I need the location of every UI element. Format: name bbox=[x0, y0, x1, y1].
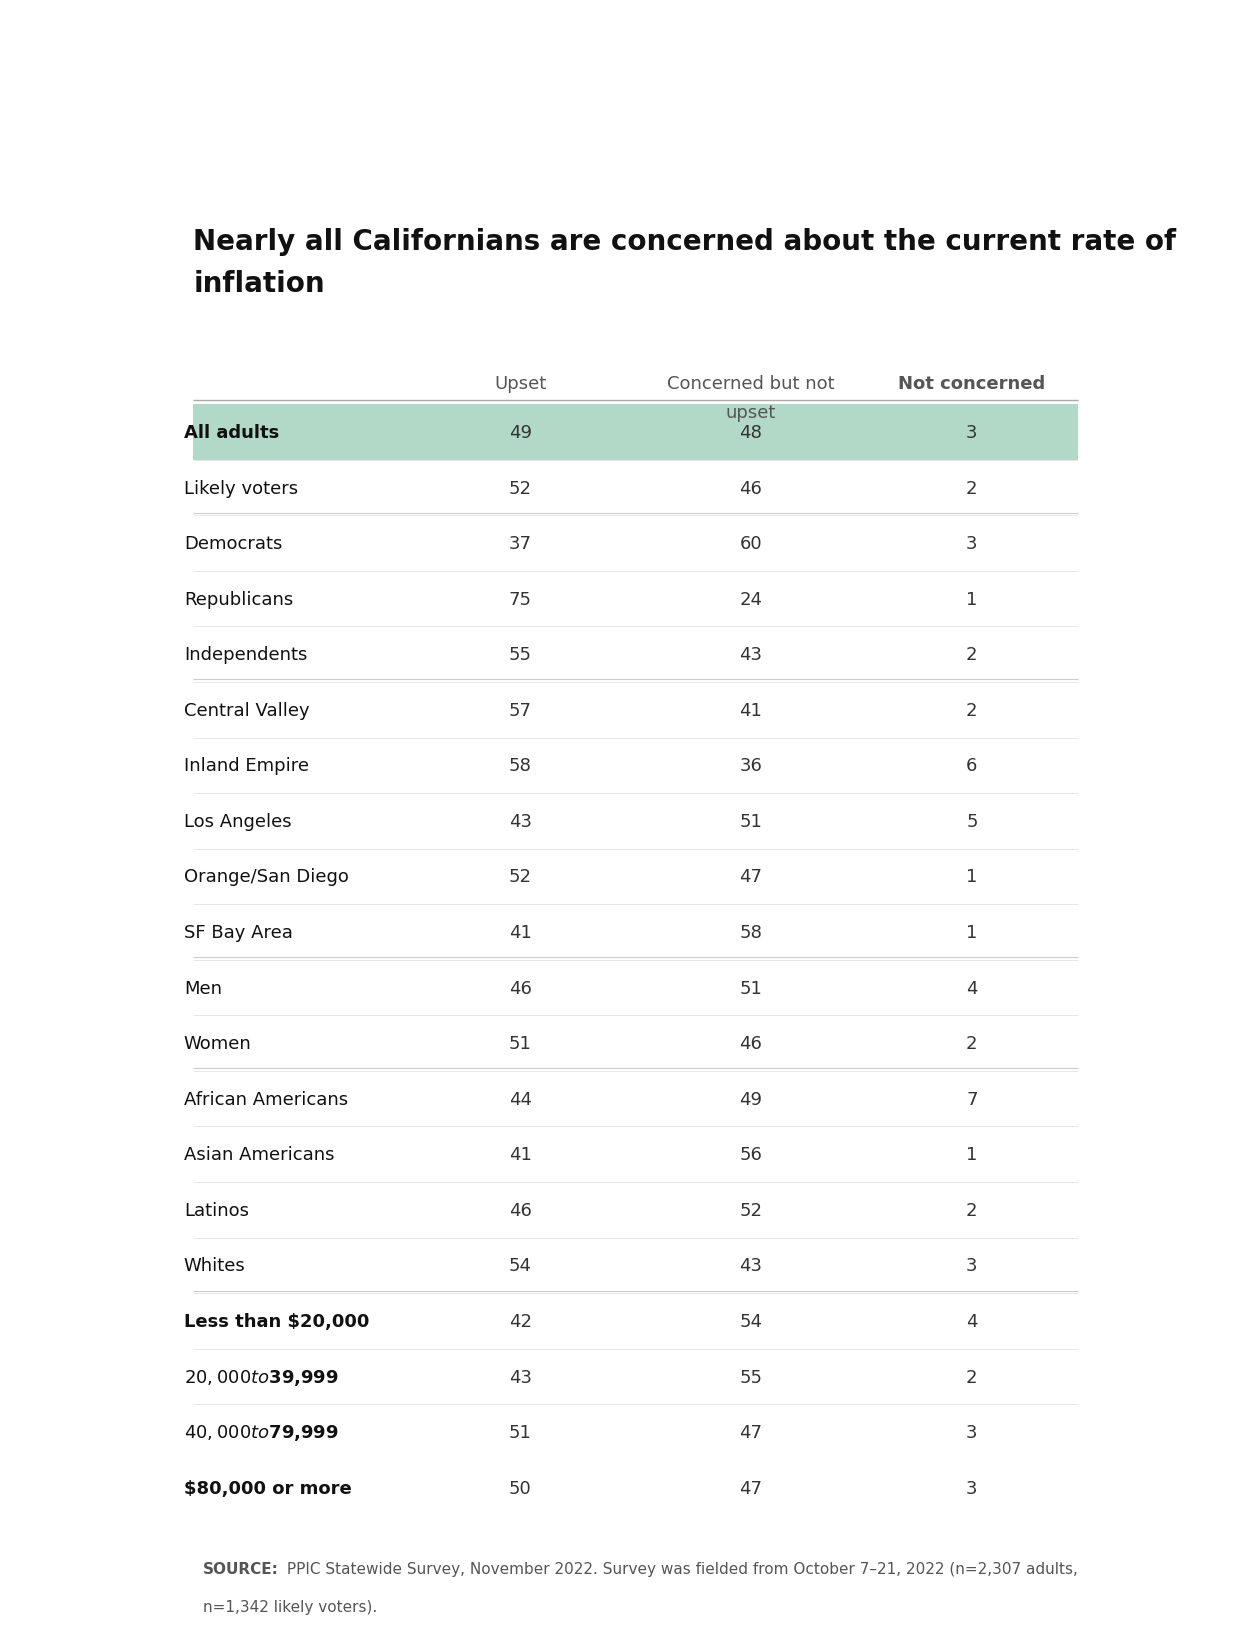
Text: 52: 52 bbox=[508, 869, 532, 887]
Text: Los Angeles: Los Angeles bbox=[184, 813, 291, 831]
Text: Concerned but not: Concerned but not bbox=[667, 374, 835, 392]
Text: 44: 44 bbox=[508, 1090, 532, 1108]
Bar bbox=[193, 1539, 1078, 1639]
Text: 3: 3 bbox=[966, 1478, 977, 1496]
Text: 1: 1 bbox=[966, 1146, 977, 1164]
Text: Independents: Independents bbox=[184, 646, 308, 664]
Text: African Americans: African Americans bbox=[184, 1090, 348, 1108]
Text: 51: 51 bbox=[508, 1423, 532, 1441]
Text: Whites: Whites bbox=[184, 1257, 246, 1275]
Text: 47: 47 bbox=[739, 1478, 763, 1496]
Text: 46: 46 bbox=[508, 978, 532, 997]
Text: 58: 58 bbox=[508, 757, 532, 775]
Text: Men: Men bbox=[184, 978, 222, 997]
Text: Central Valley: Central Valley bbox=[184, 701, 310, 720]
Text: SF Bay Area: SF Bay Area bbox=[184, 923, 293, 941]
Text: 51: 51 bbox=[508, 1034, 532, 1052]
Text: 3: 3 bbox=[966, 1257, 977, 1275]
Text: Nearly all Californians are concerned about the current rate of: Nearly all Californians are concerned ab… bbox=[193, 228, 1177, 256]
Text: 52: 52 bbox=[508, 479, 532, 497]
Text: 43: 43 bbox=[508, 813, 532, 831]
Text: 56: 56 bbox=[739, 1146, 763, 1164]
Text: Asian Americans: Asian Americans bbox=[184, 1146, 335, 1164]
Text: 42: 42 bbox=[508, 1313, 532, 1331]
Text: 2: 2 bbox=[966, 1201, 977, 1219]
Text: 3: 3 bbox=[966, 534, 977, 552]
Text: 2: 2 bbox=[966, 1034, 977, 1052]
Text: 7: 7 bbox=[966, 1090, 977, 1108]
Text: Latinos: Latinos bbox=[184, 1201, 249, 1219]
Text: 5: 5 bbox=[966, 813, 977, 831]
Text: 55: 55 bbox=[739, 1367, 763, 1385]
Text: 46: 46 bbox=[508, 1201, 532, 1219]
Text: 47: 47 bbox=[739, 1423, 763, 1441]
Text: 1: 1 bbox=[966, 590, 977, 608]
Text: 49: 49 bbox=[508, 425, 532, 441]
Text: Inland Empire: Inland Empire bbox=[184, 757, 309, 775]
Bar bbox=[193, 405, 1078, 461]
Text: 50: 50 bbox=[508, 1478, 532, 1496]
Text: Democrats: Democrats bbox=[184, 534, 283, 552]
Text: 1: 1 bbox=[966, 923, 977, 941]
Text: Less than $20,000: Less than $20,000 bbox=[184, 1313, 370, 1331]
Text: 6: 6 bbox=[966, 757, 977, 775]
Text: 3: 3 bbox=[966, 1423, 977, 1441]
Text: 54: 54 bbox=[739, 1313, 763, 1331]
Text: 51: 51 bbox=[739, 978, 763, 997]
Text: 41: 41 bbox=[508, 1146, 532, 1164]
Text: Upset: Upset bbox=[494, 374, 547, 392]
Text: $20,000 to $39,999: $20,000 to $39,999 bbox=[184, 1367, 339, 1387]
Text: Women: Women bbox=[184, 1034, 252, 1052]
Text: 47: 47 bbox=[739, 869, 763, 887]
Text: 58: 58 bbox=[739, 923, 763, 941]
Text: 43: 43 bbox=[508, 1367, 532, 1385]
Text: PPIC Statewide Survey, November 2022. Survey was fielded from October 7–21, 2022: PPIC Statewide Survey, November 2022. Su… bbox=[281, 1560, 1078, 1577]
Text: 57: 57 bbox=[508, 701, 532, 720]
Text: 24: 24 bbox=[739, 590, 763, 608]
Text: Republicans: Republicans bbox=[184, 590, 293, 608]
Text: 48: 48 bbox=[739, 425, 763, 441]
Text: Likely voters: Likely voters bbox=[184, 479, 298, 497]
Text: 2: 2 bbox=[966, 646, 977, 664]
Text: 46: 46 bbox=[739, 479, 763, 497]
Text: 52: 52 bbox=[739, 1201, 763, 1219]
Text: 4: 4 bbox=[966, 1313, 977, 1331]
Text: 2: 2 bbox=[966, 479, 977, 497]
Text: 46: 46 bbox=[739, 1034, 763, 1052]
Text: 51: 51 bbox=[739, 813, 763, 831]
Text: All adults: All adults bbox=[184, 425, 279, 441]
Text: 2: 2 bbox=[966, 701, 977, 720]
Text: 54: 54 bbox=[508, 1257, 532, 1275]
Text: 55: 55 bbox=[508, 646, 532, 664]
Text: 60: 60 bbox=[739, 534, 763, 552]
Text: 43: 43 bbox=[739, 646, 763, 664]
Text: SOURCE:: SOURCE: bbox=[203, 1560, 279, 1577]
Text: 41: 41 bbox=[508, 923, 532, 941]
Text: inflation: inflation bbox=[193, 270, 325, 298]
Text: 3: 3 bbox=[966, 425, 977, 441]
Text: Not concerned: Not concerned bbox=[898, 374, 1045, 392]
Text: $40,000 to $79,999: $40,000 to $79,999 bbox=[184, 1423, 339, 1442]
Text: 37: 37 bbox=[508, 534, 532, 552]
Text: 36: 36 bbox=[739, 757, 763, 775]
Text: 41: 41 bbox=[739, 701, 763, 720]
Text: $80,000 or more: $80,000 or more bbox=[184, 1478, 352, 1496]
Text: 43: 43 bbox=[739, 1257, 763, 1275]
Text: 75: 75 bbox=[508, 590, 532, 608]
Text: upset: upset bbox=[725, 403, 776, 421]
Text: 4: 4 bbox=[966, 978, 977, 997]
Text: n=1,342 likely voters).: n=1,342 likely voters). bbox=[203, 1598, 377, 1614]
Text: Orange/San Diego: Orange/San Diego bbox=[184, 869, 348, 887]
Text: 1: 1 bbox=[966, 869, 977, 887]
Text: 49: 49 bbox=[739, 1090, 763, 1108]
Text: 2: 2 bbox=[966, 1367, 977, 1385]
